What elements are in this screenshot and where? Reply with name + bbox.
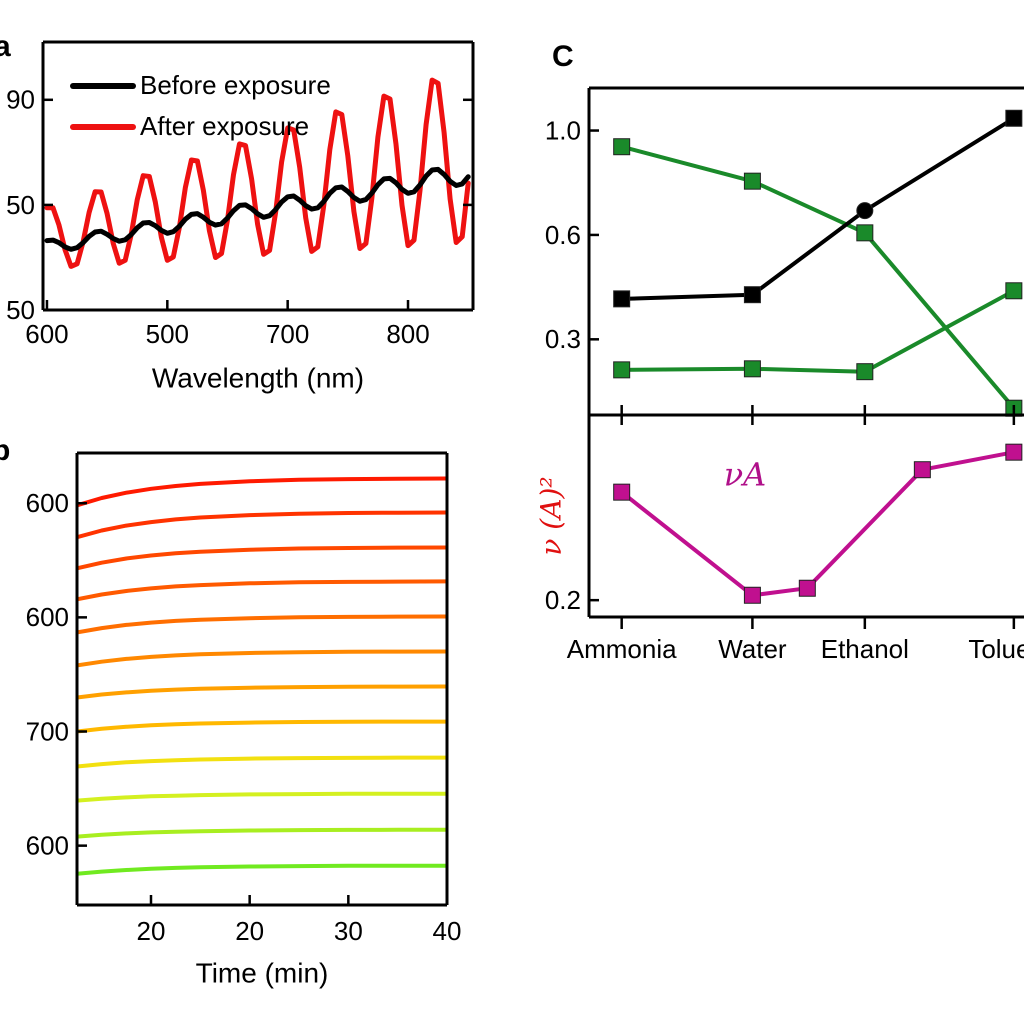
series-line xyxy=(77,684,447,700)
x-tick-label: 20 xyxy=(235,916,264,946)
panel-label: b xyxy=(0,434,10,467)
x-tick-label: 500 xyxy=(146,319,189,349)
series-line xyxy=(619,450,1016,598)
annotation: νA xyxy=(724,456,767,494)
x-tick-label: 700 xyxy=(266,319,309,349)
y-tick-label: 50 xyxy=(6,190,35,220)
marker xyxy=(743,286,761,304)
y-tick-label: 0.2 xyxy=(545,585,581,615)
y-tick-label: 50 xyxy=(6,295,35,325)
series-line xyxy=(77,791,447,803)
x-tick-label: 800 xyxy=(386,319,429,349)
x-tick-label: 600 xyxy=(25,319,68,349)
x-tick-label: Toluene xyxy=(968,634,1024,664)
x-axis-title: Wavelength (nm) xyxy=(152,362,364,393)
series-line xyxy=(44,166,471,252)
legend-label: Before exposure xyxy=(140,70,331,100)
y-tick-label: 600 xyxy=(26,602,69,632)
marker xyxy=(743,360,761,378)
y-axis-title: ν (A)² xyxy=(535,476,568,555)
marker xyxy=(798,579,816,597)
x-tick-label: 40 xyxy=(433,916,462,946)
marker xyxy=(1005,282,1023,300)
series-line xyxy=(619,288,1016,374)
marker xyxy=(613,138,631,156)
y-tick-label: 90 xyxy=(6,85,35,115)
series-line xyxy=(77,510,447,540)
series-line xyxy=(619,116,1016,301)
marker xyxy=(1005,443,1023,461)
y-tick-label: 1.0 xyxy=(545,115,581,145)
y-tick-label: 700 xyxy=(26,716,69,746)
marker xyxy=(1005,109,1023,127)
series-line xyxy=(619,144,1016,411)
legend-label: After exposure xyxy=(140,111,309,141)
series-line xyxy=(77,476,447,508)
panel-label: C xyxy=(552,40,574,73)
marker xyxy=(913,461,931,479)
series-line xyxy=(77,863,447,876)
series-line xyxy=(77,579,447,602)
marker xyxy=(856,202,874,220)
marker xyxy=(613,483,631,501)
y-tick-label: 600 xyxy=(26,488,69,518)
marker xyxy=(743,172,761,190)
series-line xyxy=(77,614,447,635)
marker xyxy=(856,363,874,381)
marker xyxy=(856,224,874,242)
series-line xyxy=(77,649,447,668)
series-line xyxy=(77,755,447,769)
series-line xyxy=(77,719,447,734)
series-line xyxy=(77,827,447,839)
x-tick-label: Ammonia xyxy=(567,634,677,664)
x-axis-title: Time (min) xyxy=(196,957,329,988)
x-tick-label: Ethanol xyxy=(821,634,909,664)
marker xyxy=(743,586,761,604)
x-tick-label: Water xyxy=(718,634,787,664)
marker xyxy=(613,361,631,379)
marker xyxy=(613,290,631,308)
y-tick-label: 0.6 xyxy=(545,220,581,250)
panel-label: a xyxy=(0,30,11,63)
series-line xyxy=(77,545,447,571)
y-tick-label: 0.3 xyxy=(545,324,581,354)
x-tick-label: 30 xyxy=(334,916,363,946)
x-tick-label: 20 xyxy=(137,916,166,946)
y-tick-label: 600 xyxy=(26,831,69,861)
series-line xyxy=(44,77,471,269)
